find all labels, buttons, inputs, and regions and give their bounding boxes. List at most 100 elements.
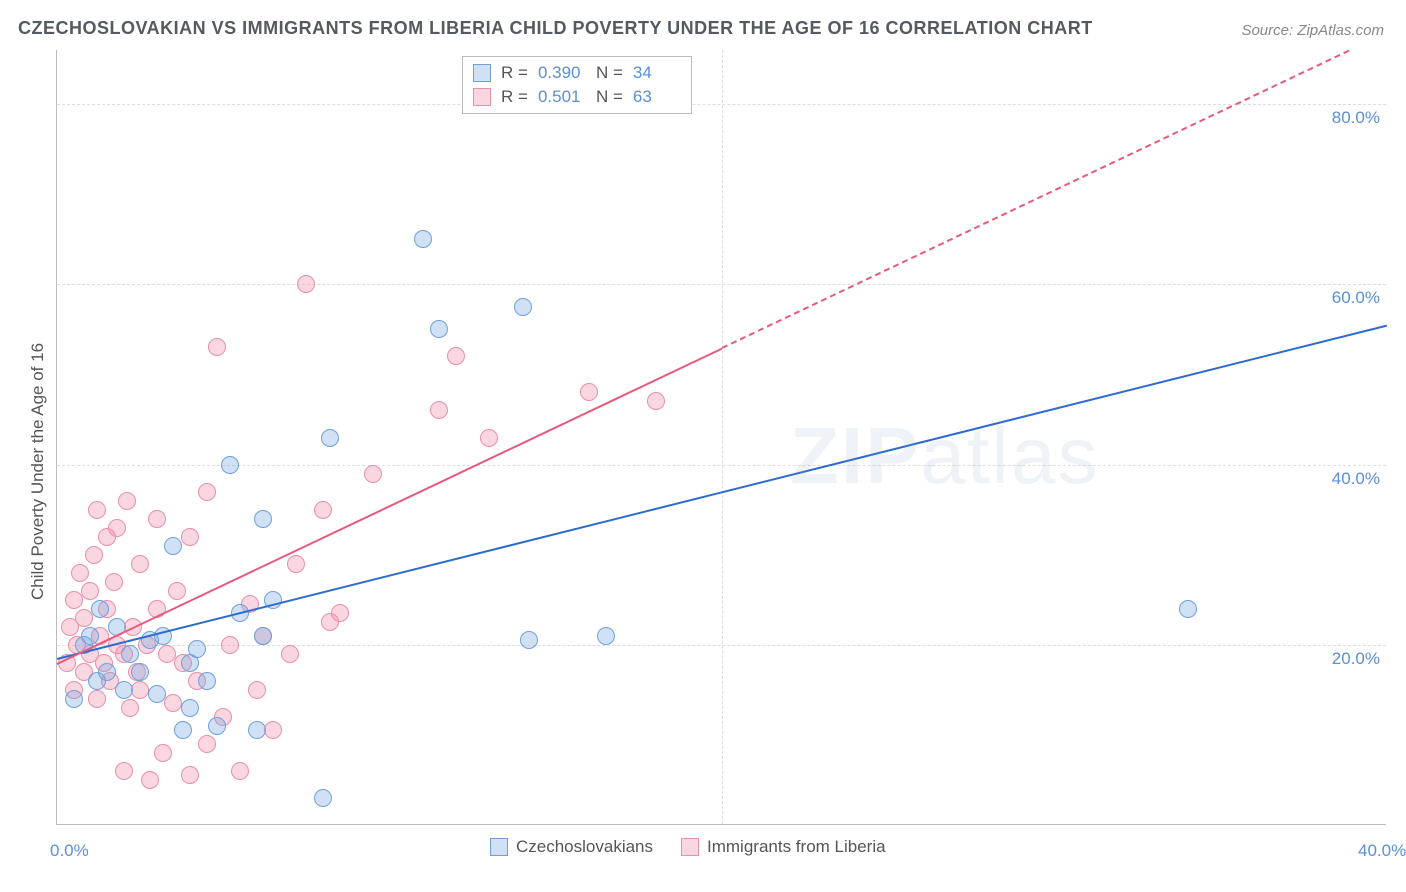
scatter-point <box>121 645 139 663</box>
scatter-point <box>580 383 598 401</box>
scatter-point <box>148 685 166 703</box>
y-tick-label: 80.0% <box>1332 108 1380 128</box>
chart-title: CZECHOSLOVAKIAN VS IMMIGRANTS FROM LIBER… <box>18 18 1093 39</box>
y-tick-label: 20.0% <box>1332 649 1380 669</box>
scatter-point <box>154 744 172 762</box>
scatter-point <box>141 771 159 789</box>
scatter-point <box>1179 600 1197 618</box>
scatter-point <box>108 519 126 537</box>
x-tick-label: 0.0% <box>50 841 89 861</box>
scatter-point <box>168 582 186 600</box>
scatter-point <box>88 690 106 708</box>
scatter-point <box>148 510 166 528</box>
scatter-point <box>314 501 332 519</box>
scatter-point <box>480 429 498 447</box>
scatter-point <box>115 681 133 699</box>
scatter-point <box>208 717 226 735</box>
scatter-point <box>164 694 182 712</box>
legend-swatch <box>473 64 491 82</box>
scatter-point <box>91 600 109 618</box>
scatter-point <box>254 510 272 528</box>
stat-r-label: R = <box>501 63 528 83</box>
stat-r-value: 0.390 <box>538 63 586 83</box>
scatter-point <box>447 347 465 365</box>
legend-item: Immigrants from Liberia <box>681 837 886 857</box>
scatter-point <box>158 645 176 663</box>
scatter-point <box>65 690 83 708</box>
scatter-point <box>597 627 615 645</box>
scatter-point <box>208 338 226 356</box>
scatter-point <box>297 275 315 293</box>
scatter-point <box>105 573 123 591</box>
gridline-vertical <box>722 50 723 824</box>
legend-swatch <box>490 838 508 856</box>
scatter-point <box>181 766 199 784</box>
scatter-point <box>115 762 133 780</box>
chart-container: CZECHOSLOVAKIAN VS IMMIGRANTS FROM LIBER… <box>0 0 1406 892</box>
trend-line <box>57 347 723 664</box>
scatter-point <box>248 721 266 739</box>
stats-legend-box: R = 0.390 N = 34 R = 0.501 N = 63 <box>462 56 692 114</box>
scatter-point <box>118 492 136 510</box>
stat-r-label: R = <box>501 87 528 107</box>
scatter-point <box>188 640 206 658</box>
scatter-point <box>181 699 199 717</box>
scatter-point <box>198 672 216 690</box>
scatter-point <box>198 735 216 753</box>
stat-n-label: N = <box>596 63 623 83</box>
scatter-point <box>131 681 149 699</box>
scatter-point <box>198 483 216 501</box>
scatter-point <box>81 582 99 600</box>
scatter-point <box>174 721 192 739</box>
plot-area: 20.0% 40.0% 60.0% 80.0% <box>56 50 1386 825</box>
scatter-point <box>75 609 93 627</box>
scatter-point <box>131 555 149 573</box>
scatter-point <box>231 762 249 780</box>
series-legend: Czechoslovakians Immigrants from Liberia <box>490 837 886 857</box>
legend-label: Czechoslovakians <box>516 837 653 857</box>
scatter-point <box>321 429 339 447</box>
scatter-point <box>364 465 382 483</box>
x-tick-label: 40.0% <box>1358 841 1406 861</box>
legend-label: Immigrants from Liberia <box>707 837 886 857</box>
scatter-point <box>81 627 99 645</box>
scatter-point <box>181 528 199 546</box>
scatter-point <box>287 555 305 573</box>
legend-swatch <box>473 88 491 106</box>
stat-n-value: 63 <box>633 87 681 107</box>
scatter-point <box>520 631 538 649</box>
stats-row: R = 0.390 N = 34 <box>473 61 681 85</box>
y-tick-label: 60.0% <box>1332 288 1380 308</box>
scatter-point <box>221 636 239 654</box>
stats-row: R = 0.501 N = 63 <box>473 85 681 109</box>
scatter-point <box>430 401 448 419</box>
scatter-point <box>264 721 282 739</box>
scatter-point <box>281 645 299 663</box>
source-label: Source: ZipAtlas.com <box>1241 22 1384 39</box>
legend-swatch <box>681 838 699 856</box>
scatter-point <box>414 230 432 248</box>
scatter-point <box>248 681 266 699</box>
scatter-point <box>331 604 349 622</box>
scatter-point <box>221 456 239 474</box>
stat-r-value: 0.501 <box>538 87 586 107</box>
scatter-point <box>647 392 665 410</box>
scatter-point <box>314 789 332 807</box>
scatter-point <box>164 537 182 555</box>
scatter-point <box>430 320 448 338</box>
scatter-point <box>85 546 103 564</box>
y-tick-label: 40.0% <box>1332 469 1380 489</box>
legend-item: Czechoslovakians <box>490 837 653 857</box>
scatter-point <box>88 501 106 519</box>
scatter-point <box>131 663 149 681</box>
trend-line <box>722 50 1350 349</box>
y-axis-label: Child Poverty Under the Age of 16 <box>28 343 48 600</box>
stat-n-label: N = <box>596 87 623 107</box>
scatter-point <box>254 627 272 645</box>
scatter-point <box>121 699 139 717</box>
scatter-point <box>98 663 116 681</box>
scatter-point <box>514 298 532 316</box>
scatter-point <box>71 564 89 582</box>
scatter-point <box>65 591 83 609</box>
stat-n-value: 34 <box>633 63 681 83</box>
